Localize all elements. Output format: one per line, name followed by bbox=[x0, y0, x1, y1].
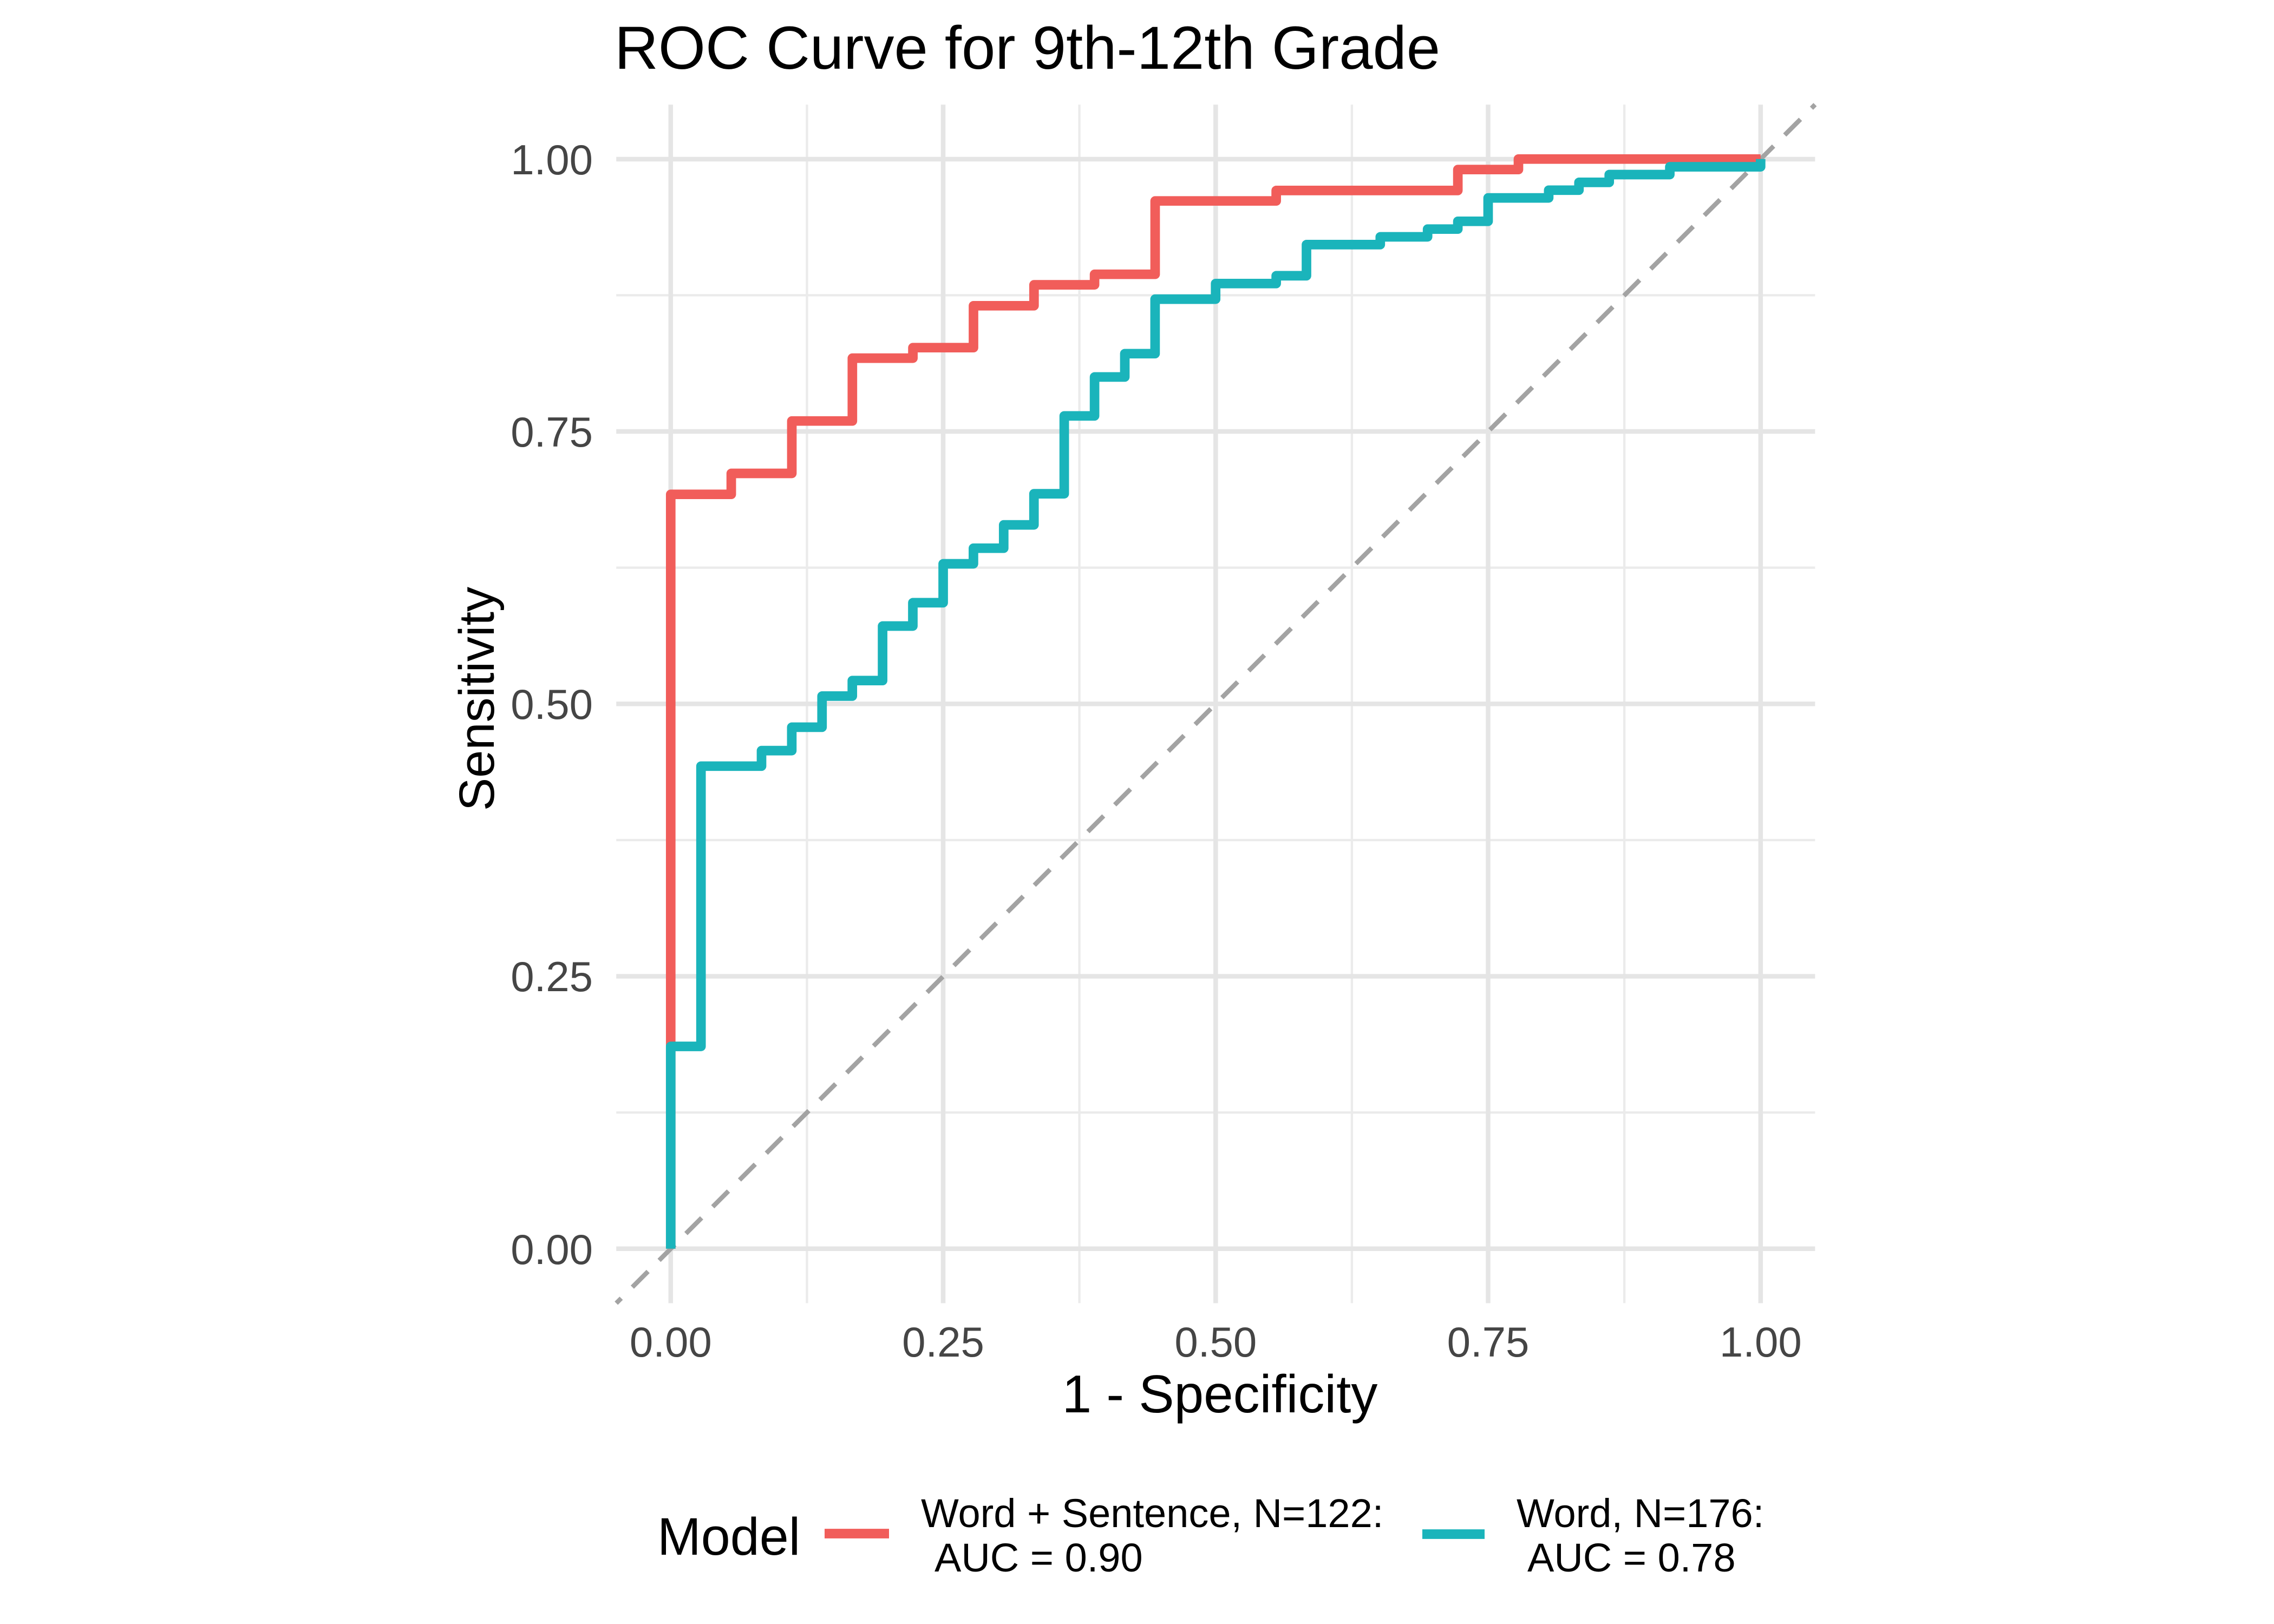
svg-text:1 - Specificity: 1 - Specificity bbox=[1062, 1364, 1378, 1424]
svg-text:Word, N=176:: Word, N=176: bbox=[1517, 1491, 1764, 1536]
svg-text:AUC = 0.90: AUC = 0.90 bbox=[935, 1535, 1143, 1580]
svg-text:Word + Sentence, N=122:: Word + Sentence, N=122: bbox=[921, 1491, 1383, 1536]
svg-text:0.50: 0.50 bbox=[1174, 1318, 1257, 1366]
svg-text:0.00: 0.00 bbox=[630, 1318, 712, 1366]
svg-text:0.75: 0.75 bbox=[511, 408, 593, 456]
svg-text:1.00: 1.00 bbox=[1720, 1318, 1802, 1366]
svg-text:Sensitivity: Sensitivity bbox=[449, 587, 505, 811]
svg-text:ROC Curve for 9th-12th Grade: ROC Curve for 9th-12th Grade bbox=[615, 14, 1440, 82]
svg-text:0.50: 0.50 bbox=[511, 680, 593, 728]
svg-text:0.00: 0.00 bbox=[511, 1226, 593, 1273]
svg-text:AUC = 0.78: AUC = 0.78 bbox=[1527, 1535, 1736, 1580]
svg-text:0.75: 0.75 bbox=[1447, 1318, 1530, 1366]
svg-text:Model: Model bbox=[657, 1507, 800, 1566]
svg-text:0.25: 0.25 bbox=[511, 953, 593, 1000]
svg-text:1.00: 1.00 bbox=[511, 136, 593, 184]
svg-text:0.25: 0.25 bbox=[902, 1318, 984, 1366]
